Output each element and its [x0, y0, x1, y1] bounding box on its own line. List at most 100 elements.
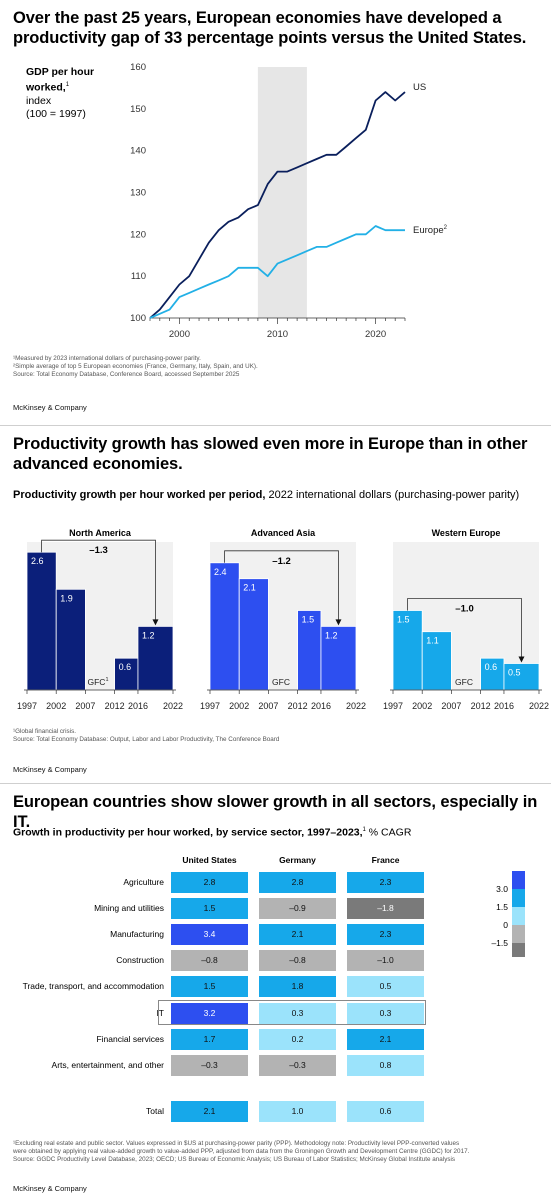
bar-x-tick-label: 2007	[258, 701, 278, 711]
y-tick-label: 130	[130, 188, 146, 199]
productivity-growth-panel: Productivity growth has slowed even more…	[0, 425, 551, 783]
heatmap-cell: –1.8	[347, 898, 424, 920]
region-title: North America	[69, 528, 132, 538]
y-axis-label-sup: 1	[65, 82, 70, 88]
series-label-us: US	[413, 82, 426, 93]
bar-value-label: 1.5	[397, 615, 410, 625]
change-arrowhead	[152, 619, 159, 626]
total-cell: 2.1	[171, 1101, 248, 1122]
panel2-footnotes: ¹Global financial crisis. Source: Total …	[13, 728, 280, 743]
bar-x-tick-label: 2002	[46, 701, 66, 711]
heatmap-cell: 2.3	[347, 872, 424, 893]
legend-swatch	[512, 907, 525, 925]
heatmap-cell: 2.8	[259, 872, 336, 893]
bar	[26, 551, 57, 691]
heatmap-cell: –1.0	[347, 950, 424, 972]
panel3-footnotes: ¹Excluding real estate and public sector…	[13, 1140, 470, 1163]
bar-x-tick-label: 2016	[311, 701, 331, 711]
bar-x-tick-label: 2022	[529, 701, 549, 711]
legend-label: 1.5	[496, 902, 508, 912]
panel2-subtitle-bold: Productivity growth per hour worked per …	[13, 489, 266, 501]
bar-value-label: 0.6	[119, 662, 132, 672]
column-header: Germany	[279, 855, 316, 865]
legend-swatch	[512, 871, 525, 889]
row-label: Agriculture	[123, 877, 164, 887]
line-chart: 100 110 120 130 140 150 160 2000 2010 2020 US Europ…	[130, 62, 448, 340]
x-tick-label: 2020	[365, 329, 386, 340]
bar-x-tick-label: 2016	[494, 701, 514, 711]
heatmap-cell: 0.5	[347, 976, 424, 998]
series-line-us	[149, 91, 406, 319]
bar-value-label: 2.6	[31, 556, 44, 566]
bar	[392, 610, 423, 691]
it-row-highlight	[158, 999, 426, 1025]
legend-swatch	[512, 943, 525, 957]
column-header: France	[371, 855, 400, 865]
legend-swatch	[512, 889, 525, 907]
y-axis-label: GDP per hour worked,1 index (100 = 1997)	[26, 66, 121, 121]
total-cell: 1.0	[259, 1101, 336, 1122]
bar-x-tick-label: 1997	[383, 701, 403, 711]
panel3-subtitle: Growth in productivity per hour worked, …	[13, 823, 411, 840]
row-label: Construction	[116, 955, 164, 966]
bar-x-tick-label: 2002	[412, 701, 432, 711]
heatmap-cell: 1.8	[259, 976, 336, 998]
x-tick-label: 2010	[267, 329, 288, 340]
bar	[209, 562, 240, 691]
heatmap-cell: 3.4	[171, 924, 248, 946]
y-tick-label: 120	[130, 229, 146, 240]
bar	[238, 578, 269, 691]
gfc-label: GFC	[455, 677, 473, 687]
y-tick-label: 150	[130, 104, 146, 115]
row-label: Arts, entertainment, and other	[51, 1059, 164, 1070]
series-line-europe	[149, 225, 405, 319]
change-label: –1.2	[272, 556, 291, 567]
legend-label: 3.0	[496, 884, 508, 894]
panel1-footnotes: ¹Measured by 2023 international dollars …	[13, 355, 258, 378]
y-tick-label: 160	[130, 62, 146, 73]
heatmap-cell: 2.8	[171, 872, 248, 893]
divider	[0, 783, 551, 784]
bar-x-tick-label: 2016	[128, 701, 148, 711]
column-header: United States	[182, 855, 237, 865]
heatmap-cell: 2.1	[259, 924, 336, 946]
gfc-label-sup: 1	[105, 677, 108, 683]
bar-x-tick-label: 2012	[288, 701, 308, 711]
change-bracket	[41, 539, 156, 621]
row-label: Financial services	[96, 1033, 164, 1044]
bar-value-label: 1.5	[302, 615, 315, 625]
row-label: Trade, transport, and accommodation	[22, 981, 164, 992]
heatmap-cell: –0.8	[259, 950, 336, 972]
y-axis-label-base: (100 = 1997)	[26, 107, 86, 120]
bar	[503, 663, 540, 691]
bar-x-tick-label: 2007	[441, 701, 461, 711]
change-bracket	[407, 598, 522, 658]
heatmap-table: United States Germany France Agriculture 2.8…	[0, 783, 551, 1143]
panel3-subtitle-rest: % CAGR	[365, 826, 412, 839]
panel2-brand: McKinsey & Company	[13, 765, 87, 774]
total-cell: 0.6	[347, 1101, 424, 1122]
divider	[0, 425, 551, 426]
panel1-brand: McKinsey & Company	[13, 403, 87, 412]
sector-growth-panel: European countries show slower growth in…	[0, 783, 551, 1200]
heatmap-cell: 0.8	[347, 1054, 424, 1076]
bar-value-label: 1.2	[325, 630, 338, 640]
panel2-subtitle-rest: 2022 international dollars (purchasing-p…	[265, 489, 520, 501]
row-label: Mining and utilities	[94, 903, 164, 914]
legend-label: –1.5	[491, 938, 508, 948]
heatmap-cell: 3.2	[171, 1002, 248, 1024]
bar-x-tick-label: 2007	[75, 701, 95, 711]
change-arrowhead	[335, 619, 342, 626]
y-tick-label: 100	[130, 313, 146, 324]
bar-x-tick-label: 2002	[229, 701, 249, 711]
heatmap-cell: 0.2	[259, 1028, 336, 1050]
heatmap-cell: 0.3	[259, 1002, 336, 1024]
y-axis-label-bold: GDP per hour worked,	[26, 66, 95, 94]
bar-value-label: 1.2	[142, 630, 155, 640]
bar-x-tick-label: 1997	[200, 701, 220, 711]
bar-x-tick-label: 2022	[346, 701, 366, 711]
heatmap-cell: –0.3	[171, 1054, 248, 1076]
panel2-title: Productivity growth has slowed even more…	[13, 435, 528, 473]
gfc-label: GFC1	[87, 677, 108, 687]
change-bracket	[224, 550, 339, 621]
